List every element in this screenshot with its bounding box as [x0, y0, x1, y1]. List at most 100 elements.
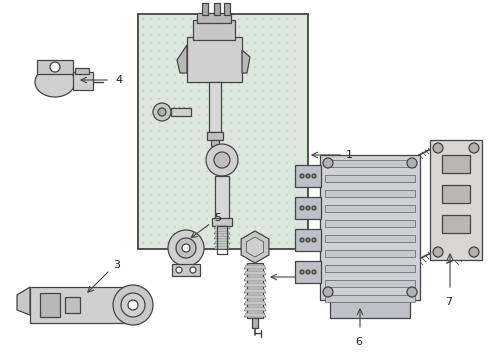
Circle shape	[190, 242, 192, 244]
Bar	[442, 185, 470, 203]
Circle shape	[198, 210, 200, 212]
Circle shape	[246, 50, 248, 52]
Circle shape	[166, 226, 168, 228]
Circle shape	[182, 194, 184, 196]
Polygon shape	[244, 271, 266, 275]
Circle shape	[230, 122, 232, 124]
Circle shape	[190, 146, 192, 148]
Circle shape	[190, 82, 192, 84]
Polygon shape	[17, 287, 30, 315]
Polygon shape	[244, 307, 266, 311]
Circle shape	[286, 18, 288, 20]
Circle shape	[174, 34, 176, 36]
Circle shape	[182, 18, 184, 20]
Circle shape	[407, 158, 417, 168]
Circle shape	[214, 146, 216, 148]
Circle shape	[158, 138, 160, 140]
Circle shape	[198, 98, 200, 100]
Circle shape	[198, 66, 200, 68]
Bar	[224, 3, 230, 15]
Circle shape	[158, 98, 160, 100]
Circle shape	[294, 34, 295, 36]
Circle shape	[142, 42, 144, 44]
Bar	[247, 263, 263, 318]
Circle shape	[294, 138, 295, 140]
Circle shape	[262, 66, 264, 68]
Circle shape	[294, 154, 295, 156]
Bar	[211, 140, 219, 146]
Bar	[207, 132, 223, 140]
Circle shape	[158, 82, 160, 84]
Circle shape	[246, 210, 248, 212]
Circle shape	[50, 62, 60, 72]
Circle shape	[246, 98, 248, 100]
Circle shape	[286, 162, 288, 164]
Circle shape	[262, 50, 264, 52]
Circle shape	[206, 194, 208, 196]
Circle shape	[190, 122, 192, 124]
Circle shape	[286, 58, 288, 60]
Bar	[295, 229, 321, 251]
Circle shape	[278, 242, 280, 244]
Circle shape	[174, 242, 176, 244]
Text: 6: 6	[355, 337, 362, 347]
Circle shape	[150, 242, 152, 244]
Circle shape	[246, 58, 248, 60]
Circle shape	[286, 226, 288, 228]
Circle shape	[254, 18, 256, 20]
Bar	[325, 235, 415, 242]
Circle shape	[270, 154, 271, 156]
Circle shape	[142, 170, 144, 172]
Circle shape	[166, 154, 168, 156]
Circle shape	[142, 178, 144, 180]
Circle shape	[238, 218, 240, 220]
Circle shape	[270, 130, 271, 132]
Circle shape	[222, 194, 224, 196]
Circle shape	[238, 42, 240, 44]
Circle shape	[190, 42, 192, 44]
Circle shape	[174, 194, 176, 196]
Circle shape	[262, 114, 264, 116]
Circle shape	[278, 170, 280, 172]
Circle shape	[278, 146, 280, 148]
Circle shape	[230, 178, 232, 180]
Circle shape	[174, 66, 176, 68]
Circle shape	[262, 42, 264, 44]
Circle shape	[174, 146, 176, 148]
Circle shape	[222, 202, 224, 204]
Circle shape	[190, 202, 192, 204]
Circle shape	[238, 26, 240, 28]
Circle shape	[238, 18, 240, 20]
Circle shape	[190, 90, 192, 92]
Circle shape	[286, 138, 288, 140]
Bar	[37, 60, 73, 74]
Circle shape	[214, 58, 216, 60]
Circle shape	[142, 186, 144, 188]
Circle shape	[174, 114, 176, 116]
Circle shape	[270, 114, 271, 116]
Circle shape	[262, 26, 264, 28]
Circle shape	[312, 174, 316, 178]
Circle shape	[206, 50, 208, 52]
Circle shape	[222, 210, 224, 212]
Circle shape	[222, 154, 224, 156]
Circle shape	[222, 98, 224, 100]
Circle shape	[254, 74, 256, 76]
Circle shape	[182, 98, 184, 100]
Circle shape	[174, 122, 176, 124]
Circle shape	[246, 18, 248, 20]
Circle shape	[262, 210, 264, 212]
Circle shape	[198, 90, 200, 92]
Circle shape	[222, 42, 224, 44]
Circle shape	[306, 238, 310, 242]
Bar	[217, 226, 227, 254]
Circle shape	[246, 138, 248, 140]
Circle shape	[407, 287, 417, 297]
Circle shape	[294, 98, 295, 100]
Circle shape	[158, 146, 160, 148]
Circle shape	[182, 186, 184, 188]
Circle shape	[238, 210, 240, 212]
Circle shape	[278, 82, 280, 84]
Circle shape	[300, 270, 304, 274]
Circle shape	[286, 178, 288, 180]
